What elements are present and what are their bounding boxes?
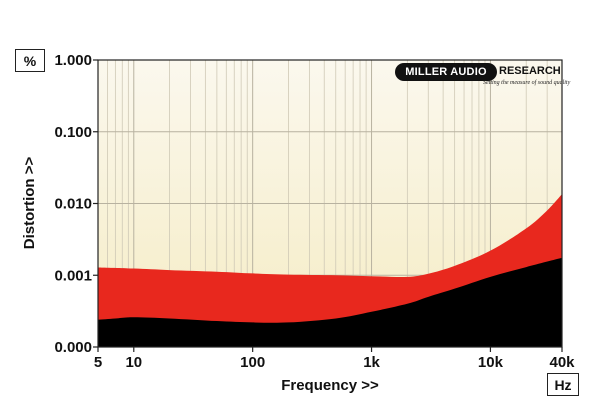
x-tick-label: 10 bbox=[125, 354, 142, 371]
distortion-area bbox=[98, 257, 562, 347]
y-tick-label: 0.100 bbox=[54, 124, 92, 141]
y-tick-label: 1.000 bbox=[54, 52, 92, 69]
y-tick-label: 0.001 bbox=[54, 267, 92, 284]
y-unit-box: % bbox=[15, 49, 45, 72]
x-unit-box: Hz bbox=[547, 373, 579, 396]
x-unit-label: Hz bbox=[554, 376, 572, 393]
logo-right-text: RESEARCH bbox=[499, 65, 561, 77]
logo-pill: MILLER AUDIO bbox=[395, 63, 497, 81]
x-tick-label: 5 bbox=[94, 354, 102, 371]
tick-marks bbox=[93, 59, 563, 352]
x-axis-title: Frequency >> bbox=[281, 377, 379, 394]
x-tick-label: 40k bbox=[549, 354, 575, 371]
y-tick-label: 0.000 bbox=[54, 339, 92, 356]
x-tick-label: 1k bbox=[363, 354, 380, 371]
y-tick-labels: 0.000 0.001 0.010 0.100 1.000 bbox=[54, 52, 92, 356]
y-tick-label: 0.010 bbox=[54, 196, 92, 213]
miller-audio-research-logo: MILLER AUDIO RESEARCH Setting the measur… bbox=[395, 63, 570, 89]
x-tick-label: 100 bbox=[240, 354, 265, 371]
data-areas bbox=[98, 194, 562, 347]
logo-left-text: MILLER AUDIO bbox=[405, 66, 487, 78]
x-tick-labels: 5 10 100 1k 10k 40k bbox=[94, 354, 575, 371]
logo-tagline: Setting the measure of sound quality bbox=[483, 80, 571, 86]
x-tick-label: 10k bbox=[478, 354, 504, 371]
y-axis-title: Distortion >> bbox=[21, 157, 38, 250]
y-unit-label: % bbox=[23, 52, 37, 69]
